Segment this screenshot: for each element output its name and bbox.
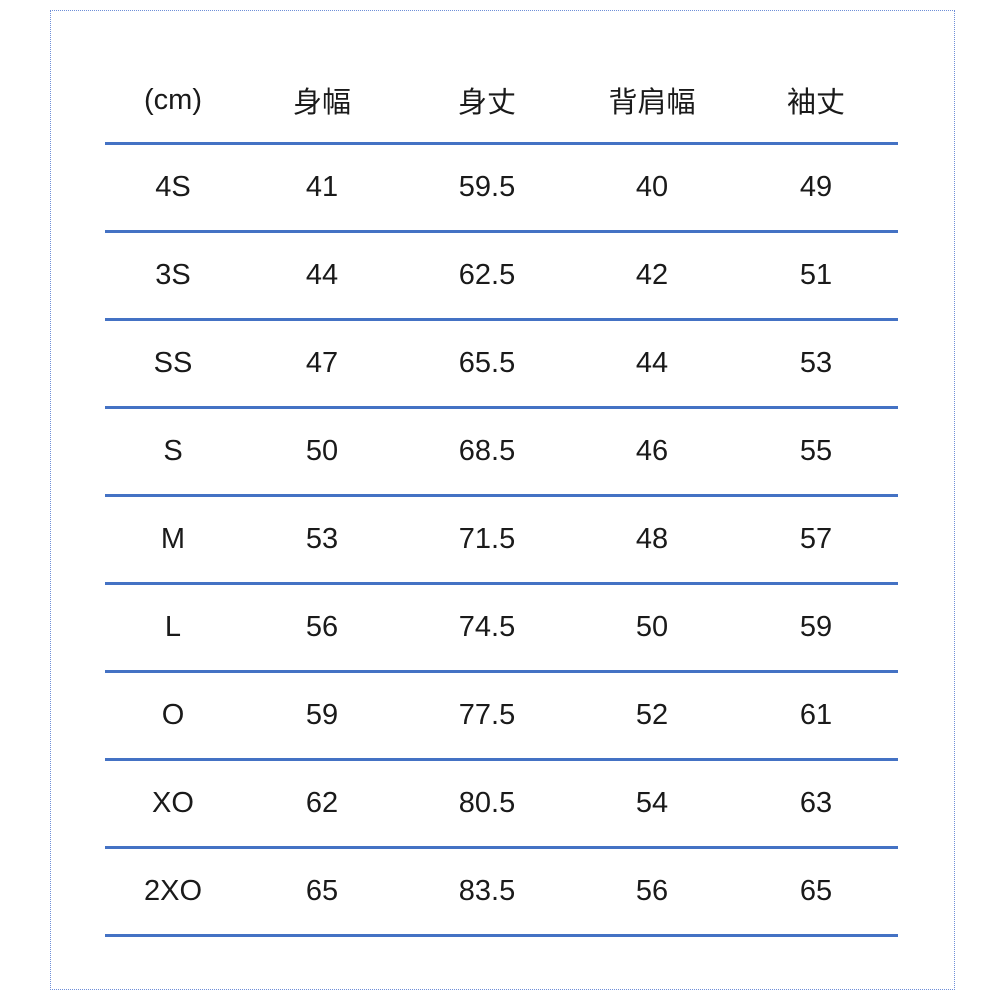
cell-body-length: 68.5 bbox=[458, 435, 516, 467]
size-table: (cm) 身幅 身丈 背肩幅 袖丈 4S 41 59.5 40 49 3S 44 62.5 42… bbox=[105, 58, 898, 937]
cell-body-length: 80.5 bbox=[458, 787, 516, 819]
cell-size: L bbox=[164, 611, 182, 643]
cell-body-length: 71.5 bbox=[458, 523, 516, 555]
cell-body-width: 56 bbox=[305, 611, 339, 643]
cell-sleeve-length: 59 bbox=[799, 611, 833, 643]
frame-border bbox=[50, 10, 955, 990]
table-row: S 50 68.5 46 55 bbox=[105, 409, 898, 497]
cell-size: M bbox=[160, 523, 186, 555]
table-header-row: (cm) 身幅 身丈 背肩幅 袖丈 bbox=[105, 58, 898, 145]
header-body-length: 身丈 bbox=[457, 87, 516, 119]
table-row: M 53 71.5 48 57 bbox=[105, 497, 898, 585]
cell-shoulder-width: 40 bbox=[635, 171, 669, 203]
cell-size: 2XO bbox=[143, 875, 203, 907]
cell-sleeve-length: 65 bbox=[799, 875, 833, 907]
cell-shoulder-width: 42 bbox=[635, 259, 669, 291]
cell-body-length: 59.5 bbox=[458, 171, 516, 203]
cell-shoulder-width: 56 bbox=[635, 875, 669, 907]
cell-sleeve-length: 61 bbox=[799, 699, 833, 731]
cell-body-length: 65.5 bbox=[458, 347, 516, 379]
cell-shoulder-width: 44 bbox=[635, 347, 669, 379]
cell-body-width: 44 bbox=[305, 259, 339, 291]
cell-shoulder-width: 52 bbox=[635, 699, 669, 731]
cell-body-width: 50 bbox=[305, 435, 339, 467]
header-unit: (cm) bbox=[144, 83, 202, 116]
cell-size: 4S bbox=[155, 171, 191, 203]
cell-body-width: 59 bbox=[305, 699, 339, 731]
table-row: 3S 44 62.5 42 51 bbox=[105, 233, 898, 321]
cell-body-width: 47 bbox=[305, 347, 339, 379]
cell-shoulder-width: 50 bbox=[635, 611, 669, 643]
header-sleeve-length: 袖丈 bbox=[786, 87, 845, 119]
cell-sleeve-length: 57 bbox=[799, 523, 833, 555]
cell-size: XO bbox=[152, 787, 194, 819]
cell-size: S bbox=[163, 435, 183, 467]
cell-size: 3S bbox=[155, 259, 191, 291]
header-shoulder-width: 背肩幅 bbox=[608, 87, 696, 119]
table-row: 4S 41 59.5 40 49 bbox=[105, 145, 898, 233]
cell-sleeve-length: 55 bbox=[799, 435, 833, 467]
cell-body-length: 83.5 bbox=[458, 875, 516, 907]
cell-shoulder-width: 46 bbox=[635, 435, 669, 467]
cell-sleeve-length: 63 bbox=[799, 787, 833, 819]
cell-body-length: 62.5 bbox=[458, 259, 516, 291]
cell-size: O bbox=[161, 699, 185, 731]
cell-body-width: 65 bbox=[305, 875, 339, 907]
table-row: L 56 74.5 50 59 bbox=[105, 585, 898, 673]
table-row: SS 47 65.5 44 53 bbox=[105, 321, 898, 409]
cell-body-width: 41 bbox=[305, 171, 339, 203]
cell-body-width: 62 bbox=[305, 787, 339, 819]
cell-sleeve-length: 53 bbox=[799, 347, 833, 379]
header-body-width: 身幅 bbox=[292, 87, 351, 119]
cell-body-length: 77.5 bbox=[458, 699, 516, 731]
cell-body-length: 74.5 bbox=[458, 611, 516, 643]
cell-shoulder-width: 54 bbox=[635, 787, 669, 819]
cell-shoulder-width: 48 bbox=[635, 523, 669, 555]
cell-sleeve-length: 51 bbox=[799, 259, 833, 291]
table-row: 2XO 65 83.5 56 65 bbox=[105, 849, 898, 937]
table-row: O 59 77.5 52 61 bbox=[105, 673, 898, 761]
cell-size: SS bbox=[153, 347, 193, 379]
cell-body-width: 53 bbox=[305, 523, 339, 555]
table-row: XO 62 80.5 54 63 bbox=[105, 761, 898, 849]
cell-sleeve-length: 49 bbox=[799, 171, 833, 203]
